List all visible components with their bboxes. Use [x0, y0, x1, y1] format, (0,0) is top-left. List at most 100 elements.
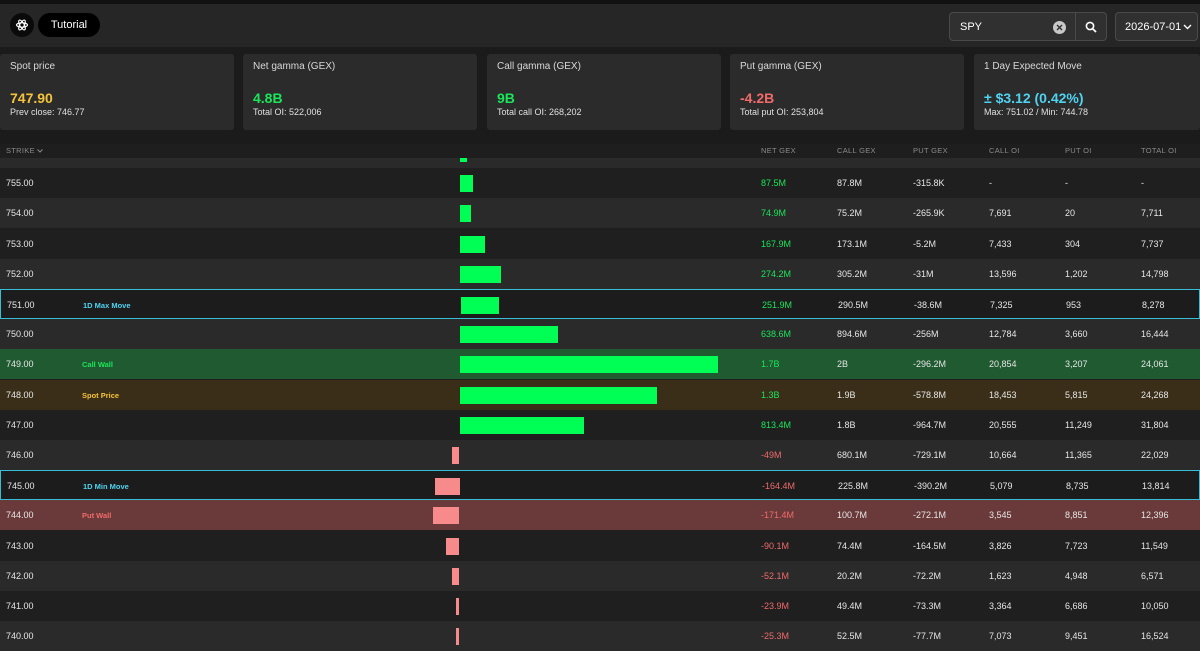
call-gex-cell: 305.2M — [837, 268, 868, 279]
net-gex-cell: -52.1M — [761, 570, 790, 581]
strike-header[interactable]: STRIKE — [6, 146, 44, 155]
put-oi-cell: 304 — [1065, 238, 1081, 249]
table-row[interactable]: 751.00 1D Max Move 251.9M 290.5M -38.6M 7,325… — [0, 289, 1200, 319]
net-gex-bar — [460, 297, 499, 314]
strike-cell: 742.00 — [6, 570, 34, 581]
table-row[interactable]: 753.00 167.9M 173.1M -5.2M 7,433 304 7,737 — [0, 228, 1200, 259]
total-oi-cell: 24,268 — [1141, 389, 1169, 400]
net-gex-bar — [459, 326, 558, 344]
card-value: 747.90 — [10, 90, 53, 106]
level-label: Put Wall — [82, 511, 112, 521]
app-logo-icon[interactable] — [10, 13, 34, 37]
table-header: STRIKE NET GEX CALL GEX PUT GEX CALL OI … — [0, 144, 1200, 158]
net-gex-bar — [433, 507, 460, 525]
table-row[interactable]: 744.00 Put Wall -171.4M 100.7M -272.1M 3,545 8… — [0, 500, 1200, 531]
call-gex-cell: 2B — [837, 359, 849, 370]
put-gex-cell: -73.3M — [913, 601, 942, 611]
net-gex-cell: 251.9M — [762, 300, 793, 310]
call-oi-cell: - — [989, 178, 992, 189]
call-oi-cell: 13,596 — [989, 268, 1017, 279]
strike-cell: 741.00 — [6, 601, 34, 611]
total-oi-cell: - — [1141, 178, 1144, 189]
card-subtext: Prev close: 746.77 — [10, 107, 85, 117]
call-gex-cell: 1.9B — [837, 389, 856, 400]
put-gex-header: PUT GEX — [913, 146, 948, 155]
call-oi-cell: 12,784 — [989, 329, 1017, 340]
call-oi-cell: 20,555 — [989, 419, 1017, 430]
call-oi-cell: 3,545 — [989, 510, 1012, 521]
table-row[interactable]: 740.00 -25.3M 52.5M -77.7M 7,073 9,451 16,524 — [0, 621, 1200, 651]
table-row[interactable]: 750.00 638.6M 894.6M -256M 12,784 3,660 16,444 — [0, 319, 1200, 350]
call-oi-cell: 7,073 — [989, 631, 1012, 642]
put-oi-header: PUT OI — [1065, 146, 1092, 155]
call-gex-cell: 225.8M — [838, 481, 869, 492]
strike-cell: 749.00 — [6, 359, 34, 370]
put-oi-cell: 9,451 — [1065, 631, 1088, 642]
table-row[interactable]: 746.00 -49M 680.1M -729.1M 10,664 11,365 22,02… — [0, 440, 1200, 470]
call-gamma-card: Call gamma (GEX) 9B Total call OI: 268,202 — [487, 54, 721, 130]
put-gex-cell: -256M — [913, 329, 939, 340]
tutorial-button[interactable]: Tutorial — [38, 13, 100, 37]
chevron-down-icon — [1183, 24, 1192, 30]
call-gex-cell: 87.8M — [837, 178, 863, 189]
expiry-date-value: 2026-07-01 — [1125, 21, 1182, 33]
card-label: Net gamma (GEX) — [253, 61, 336, 72]
total-oi-cell: 16,444 — [1141, 329, 1169, 340]
call-gex-cell: 52.5M — [837, 631, 863, 642]
call-oi-cell: 1,623 — [989, 570, 1012, 581]
table-row[interactable]: 756.0060.2M60.4M-165.9K — [0, 158, 1200, 168]
strike-cell: 746.00 — [6, 450, 34, 460]
level-label: Call Wall — [82, 360, 113, 370]
total-oi-cell: 11,549 — [1141, 540, 1168, 551]
level-label: 1D Max Move — [83, 301, 131, 310]
total-oi-cell: 6,571 — [1141, 570, 1164, 581]
net-gex-bar — [445, 537, 460, 555]
put-oi-cell: 4,948 — [1065, 570, 1088, 581]
expiry-date-select[interactable]: 2026-07-01 — [1115, 12, 1198, 41]
table-row[interactable]: 752.00 274.2M 305.2M -31M 13,596 1,202 14,798 — [0, 258, 1200, 289]
put-gex-cell: -296.2M — [913, 359, 947, 370]
strike-cell: 753.00 — [6, 238, 34, 249]
total-oi-cell: 31,804 — [1141, 419, 1169, 430]
call-oi-cell: 20,854 — [989, 359, 1017, 370]
table-row[interactable]: 742.00 -52.1M 20.2M -72.2M 1,623 4,948 6,571 — [0, 560, 1200, 591]
table-row[interactable]: 755.00 87.5M 87.8M -315.8K - - - — [0, 168, 1200, 199]
table-row[interactable]: 743.00 -90.1M 74.4M -164.5M 3,826 7,723 11,549 — [0, 530, 1200, 561]
card-subtext: Max: 751.02 / Min: 744.78 — [984, 107, 1089, 117]
call-gex-cell: 290.5M — [838, 300, 869, 310]
put-gex-cell: -729.1M — [913, 450, 947, 460]
call-oi-cell: 5,079 — [990, 481, 1013, 492]
table-row[interactable]: 754.00 74.9M 75.2M -265.9K 7,691 20 7,711 — [0, 198, 1200, 229]
put-oi-cell: 953 — [1066, 300, 1082, 310]
net-gex-bar — [459, 416, 585, 434]
search-button[interactable] — [1076, 12, 1107, 41]
card-label: Put gamma (GEX) — [740, 61, 822, 72]
put-oi-cell: 7,723 — [1065, 540, 1088, 551]
net-gex-bar — [455, 628, 460, 646]
table-row[interactable]: 749.00 Call Wall 1.7B 2B -296.2M 20,854 3,207 2… — [0, 349, 1200, 380]
total-oi-header: TOTAL OI — [1141, 146, 1177, 155]
strike-cell: 745.00 — [7, 481, 35, 492]
table-row[interactable]: 748.00 Spot Price 1.3B 1.9B -578.8M 18,453 5,8… — [0, 379, 1200, 410]
card-label: Call gamma (GEX) — [497, 61, 581, 72]
clear-icon[interactable] — [1053, 21, 1066, 34]
table-row[interactable]: 741.00 -23.9M 49.4M -73.3M 3,364 6,686 10,050 — [0, 591, 1200, 621]
total-oi-cell: 24,061 — [1141, 359, 1169, 370]
put-oi-cell: 5,815 — [1065, 389, 1088, 400]
net-gex-cell: 74.9M — [761, 208, 787, 219]
put-gex-cell: -72.2M — [913, 570, 942, 581]
table-row[interactable]: 747.00 813.4M 1.8B -964.7M 20,555 11,249 31,80… — [0, 409, 1200, 440]
call-gex-header: CALL GEX — [837, 146, 876, 155]
level-label: Spot Price — [82, 390, 120, 400]
ticker-search-input[interactable] — [960, 19, 1050, 35]
net-gex-bar — [459, 205, 471, 223]
gex-table-body: 756.0060.2M60.4M-165.9K 755.00 87.5M 87.8M -… — [0, 158, 1200, 651]
table-row[interactable]: 745.00 1D Min Move -164.4M 225.8M -390.2M 5,0… — [0, 470, 1200, 501]
spot-price-card: Spot price 747.90 Prev close: 746.77 — [0, 54, 234, 130]
top-bar: Tutorial 2026-07-01 — [0, 4, 1200, 47]
net-gex-bar — [459, 158, 468, 162]
net-gex-bar — [459, 265, 502, 283]
put-oi-cell: 3,207 — [1065, 359, 1088, 370]
net-gex-cell: 274.2M — [761, 268, 792, 279]
net-gex-cell: 813.4M — [761, 419, 792, 430]
